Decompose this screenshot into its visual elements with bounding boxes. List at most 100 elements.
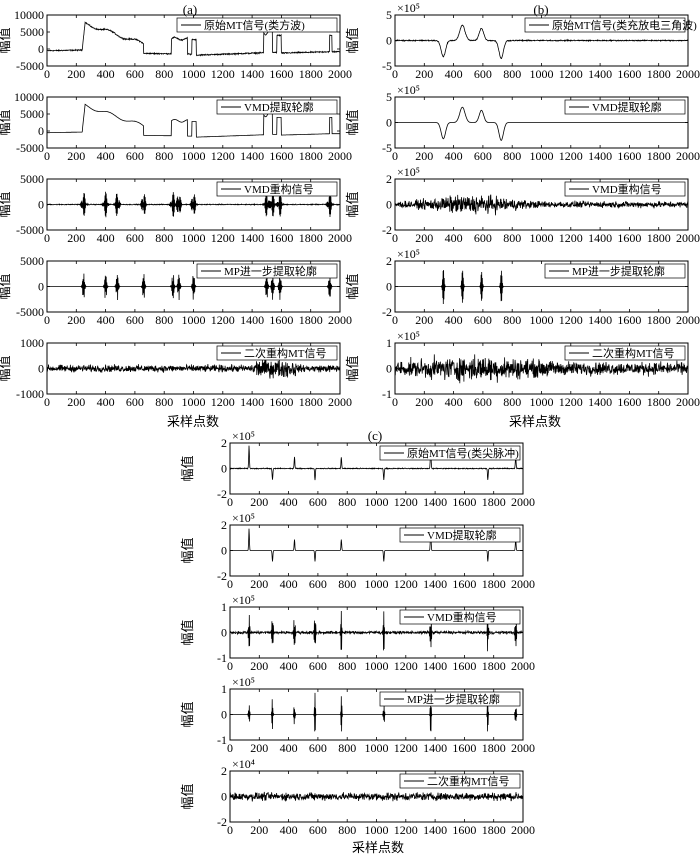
- x-tick-label: 1000: [530, 313, 554, 327]
- x-tick-label: 400: [445, 67, 463, 81]
- legend-box: [564, 181, 686, 197]
- x-tick-label: 200: [67, 395, 85, 409]
- y-tick-label: 10000: [14, 8, 44, 22]
- x-tick-label: 0: [44, 313, 50, 327]
- y-tick-label: -1: [217, 651, 227, 665]
- x-tick-label: 2000: [328, 231, 352, 245]
- y-axis-label: 幅值: [180, 701, 195, 727]
- x-tick-label: 1000: [365, 659, 389, 673]
- x-tick-label: 0: [392, 231, 398, 245]
- x-tick-label: 1800: [647, 313, 671, 327]
- x-tick-label: 1400: [423, 741, 447, 755]
- x-tick-label: 400: [97, 395, 115, 409]
- x-tick-label: 1600: [452, 741, 476, 755]
- y-tick-label: -1: [382, 387, 392, 401]
- legend-label: VMD重构信号: [427, 610, 497, 624]
- subplot: 0 200 400 600 800 1000 1200 1400 1600 1800 2000 -50…: [0, 8, 352, 81]
- y-tick-label: 1: [386, 336, 392, 350]
- y-tick-label: 5000: [20, 254, 44, 268]
- x-tick-label: 2000: [511, 823, 535, 837]
- x-tick-label: 800: [503, 67, 521, 81]
- subplot: 0 200 400 600 800 1000 1200 1400 1600 1800 2000-10…: [180, 593, 535, 673]
- y-tick-label: -2: [217, 815, 227, 829]
- y-axis-label: 幅值: [345, 191, 360, 217]
- y-tick-label: 0: [386, 116, 392, 130]
- y-tick-label: -5: [382, 141, 392, 155]
- x-tick-label: 600: [309, 495, 327, 509]
- x-tick-label: 200: [415, 395, 433, 409]
- y-tick-label: 2: [386, 172, 392, 186]
- x-tick-label: 1000: [182, 395, 206, 409]
- x-tick-label: 2000: [511, 659, 535, 673]
- subplot: 0 200 400 600 800 1000 1200 1400 1600 1800 2000-10…: [345, 329, 700, 409]
- axis-exponent: ×10⁵: [397, 83, 420, 97]
- x-tick-label: 400: [445, 395, 463, 409]
- x-tick-label: 200: [415, 67, 433, 81]
- x-tick-label: 200: [67, 313, 85, 327]
- x-tick-label: 600: [309, 741, 327, 755]
- legend-label: VMD提取轮廓: [592, 100, 662, 114]
- x-tick-label: 1200: [559, 231, 583, 245]
- y-tick-label: 0: [38, 362, 44, 376]
- x-tick-label: 800: [338, 741, 356, 755]
- y-tick-label: 0: [386, 280, 392, 294]
- subplot: 0 200 400 600 800 1000 1200 1400 1600 1800 2000-20…: [345, 165, 700, 245]
- y-tick-label: -1000: [16, 387, 44, 401]
- x-tick-label: 1000: [365, 495, 389, 509]
- x-tick-label: 1800: [482, 823, 506, 837]
- y-axis-label: 幅值: [0, 273, 12, 299]
- legend-box: [216, 345, 338, 361]
- y-axis-label: 幅值: [0, 109, 12, 135]
- y-tick-label: 5000: [20, 107, 44, 121]
- y-axis-label: 幅值: [0, 191, 12, 217]
- signal-line: [394, 194, 689, 216]
- x-tick-label: 0: [227, 659, 233, 673]
- x-tick-label: 1200: [211, 231, 235, 245]
- signal-line: [394, 354, 689, 384]
- x-tick-label: 1600: [617, 149, 641, 163]
- y-tick-label: 0: [221, 544, 227, 558]
- x-tick-label: 1200: [559, 67, 583, 81]
- x-tick-label: 1600: [452, 495, 476, 509]
- y-tick-label: 0: [38, 124, 44, 138]
- x-tick-label: 1600: [617, 67, 641, 81]
- axis-exponent: ×10⁴: [232, 757, 255, 771]
- legend-label: 二次重构MT信号: [427, 774, 510, 788]
- x-tick-label: 400: [280, 495, 298, 509]
- y-tick-label: -5000: [16, 223, 44, 237]
- subplot: 0 200 400 600 800 1000 1200 1400 1600 1800 2000 -50…: [0, 90, 352, 163]
- x-tick-label: 1600: [617, 313, 641, 327]
- y-tick-label: 10000: [14, 90, 44, 104]
- y-tick-label: 2: [221, 436, 227, 450]
- legend-box: [564, 345, 686, 361]
- panel-label-b: (b): [533, 2, 548, 17]
- x-tick-label: 1200: [211, 67, 235, 81]
- x-tick-label: 600: [309, 823, 327, 837]
- x-tick-label: 1800: [647, 395, 671, 409]
- x-tick-label: 200: [415, 149, 433, 163]
- subplot: 0 200 400 600 800 1000 1200 1400 1600 1800 2000-10…: [180, 675, 535, 755]
- signal-line: [229, 610, 524, 652]
- legend-label: 二次重构MT信号: [592, 346, 675, 360]
- signal-line: [47, 273, 340, 301]
- x-tick-label: 0: [392, 313, 398, 327]
- y-tick-label: -1: [217, 733, 227, 747]
- legend-box: [564, 99, 686, 115]
- x-tick-label: 1800: [299, 149, 323, 163]
- y-tick-label: -2: [382, 223, 392, 237]
- y-tick-label: 0: [221, 626, 227, 640]
- x-tick-label: 200: [67, 149, 85, 163]
- y-tick-label: -5000: [16, 141, 44, 155]
- y-axis-label: 幅值: [180, 455, 195, 481]
- legend-box: [196, 263, 338, 279]
- x-tick-label: 1200: [394, 741, 418, 755]
- x-tick-label: 0: [227, 577, 233, 591]
- x-tick-label: 1600: [452, 577, 476, 591]
- x-tick-label: 800: [338, 495, 356, 509]
- legend-box: [399, 773, 521, 789]
- subplot: 0 200 400 600 800 1000 1200 1400 1600 1800 2000-20…: [180, 429, 535, 509]
- x-tick-label: 600: [474, 395, 492, 409]
- y-tick-label: 0: [38, 42, 44, 56]
- x-tick-label: 1000: [365, 823, 389, 837]
